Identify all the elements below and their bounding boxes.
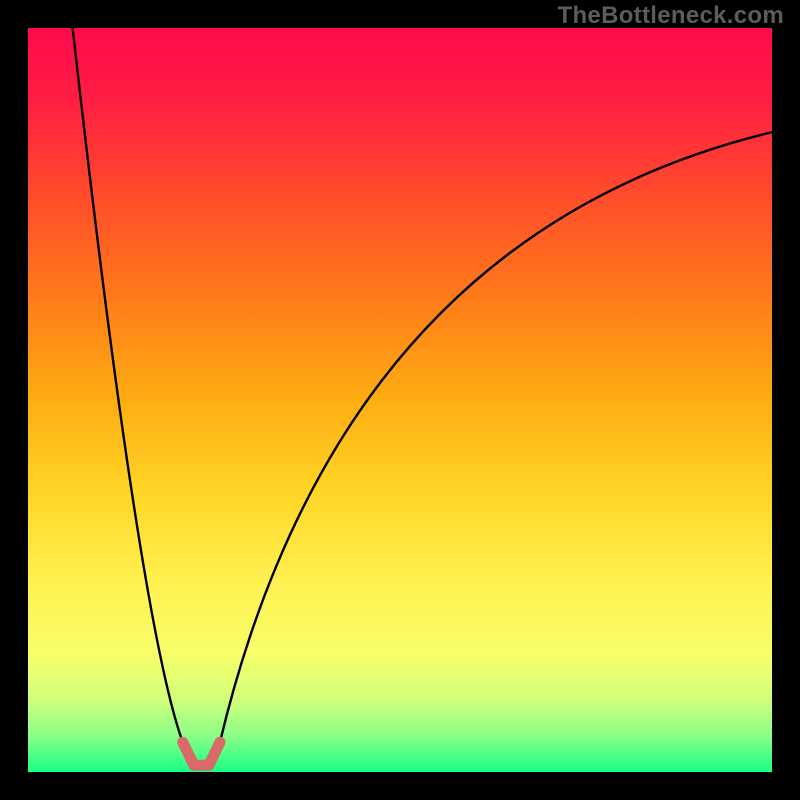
plot-area: [28, 28, 772, 772]
curve-layer: [28, 28, 772, 772]
watermark-text: TheBottleneck.com: [558, 2, 784, 30]
optimum-marker: [183, 742, 220, 765]
chart-frame: TheBottleneck.com: [0, 0, 800, 800]
curve-right-branch: [220, 132, 772, 742]
curve-left-branch: [73, 28, 183, 742]
